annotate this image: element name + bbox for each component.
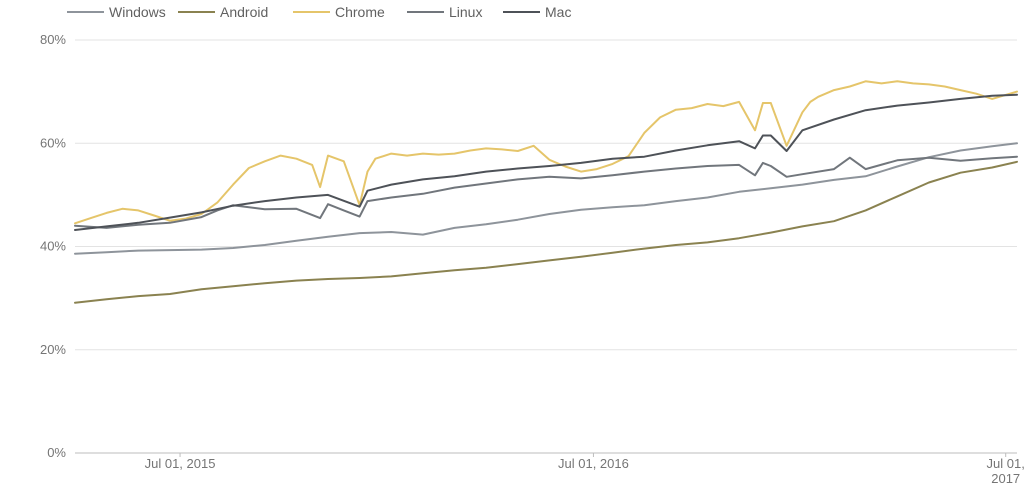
y-tick-label: 20% (40, 342, 66, 357)
series-line-linux (74, 155, 1018, 229)
gridlines (75, 39, 1017, 454)
x-tick-label: 2017 (991, 471, 1020, 486)
x-tick: Jul 01, 2015 (145, 453, 216, 471)
series-lines (74, 80, 1018, 304)
chart-legend: Windows Android Chrome Linux Mac (67, 4, 571, 20)
series-line-windows (74, 142, 1018, 255)
x-tick: Jul 01,2017 (987, 453, 1024, 486)
x-tick-label: Jul 01, 2016 (558, 456, 629, 471)
legend-label: Chrome (335, 4, 385, 20)
legend-label: Mac (545, 4, 571, 20)
x-tick-label: Jul 01, 2015 (145, 456, 216, 471)
legend-label: Android (220, 4, 268, 20)
series-line-android (74, 160, 1018, 304)
legend-item-mac: Mac (503, 4, 571, 20)
x-tick: Jul 01, 2016 (558, 453, 629, 471)
series-line-mac (74, 93, 1018, 231)
x-tick-label: Jul 01, (987, 456, 1024, 471)
series-line-chrome (74, 80, 1018, 225)
y-axis-ticks: 0% 20% 40% 60% 80% (40, 32, 66, 460)
legend-item-windows: Windows (67, 4, 166, 20)
legend-item-linux: Linux (407, 4, 482, 20)
legend-item-android: Android (178, 4, 268, 20)
x-axis-ticks: Jul 01, 2015 Jul 01, 2016 Jul 01,2017 (145, 453, 1024, 486)
y-tick-label: 60% (40, 135, 66, 150)
legend-label: Linux (449, 4, 482, 20)
y-tick-label: 0% (47, 445, 66, 460)
legend-label: Windows (109, 4, 166, 20)
legend-item-chrome: Chrome (293, 4, 385, 20)
y-tick-label: 80% (40, 32, 66, 47)
y-tick-label: 40% (40, 239, 66, 254)
